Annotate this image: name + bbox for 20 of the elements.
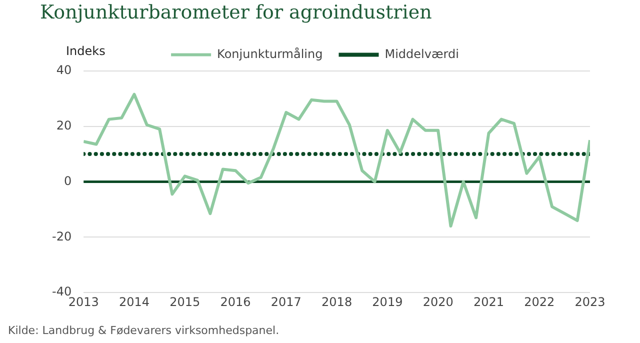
x-tick-label: 2022 <box>524 294 555 309</box>
x-tick-label: 2013 <box>68 294 99 309</box>
x-tick-label: 2019 <box>372 294 403 309</box>
x-tick-label: 2015 <box>170 294 200 309</box>
x-tick-label: 2021 <box>473 294 504 309</box>
y-tick-label: 0 <box>64 174 72 188</box>
text: Kilde: Landbrug & Fødevarers virksomhedspanel. <box>8 324 280 337</box>
x-tick-label: 2014 <box>118 294 150 309</box>
x-tick-label: 2016 <box>220 294 251 309</box>
x-tick-label: 2020 <box>422 294 454 309</box>
legend-label: Konjunkturmåling <box>217 46 323 61</box>
x-tick-label: 2017 <box>270 294 302 309</box>
y-axis-title: Indeks <box>66 44 106 58</box>
chart-title: Konjunkturbarometer for agroindustrien <box>40 1 432 24</box>
x-tick-label: 2023 <box>574 294 606 309</box>
y-tick-label: 20 <box>56 118 72 132</box>
y-tick-label: 40 <box>56 62 72 77</box>
x-tick-label: 2018 <box>322 294 352 309</box>
y-tick-label: -20 <box>52 229 72 244</box>
legend-label: Middelværdi <box>384 46 459 61</box>
